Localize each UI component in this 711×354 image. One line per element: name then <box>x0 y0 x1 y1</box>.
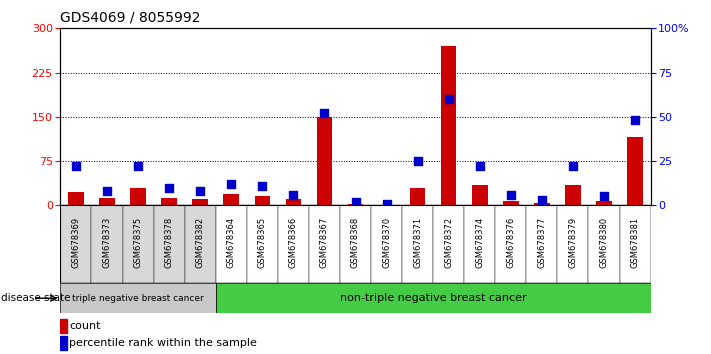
Point <box>381 201 392 206</box>
Bar <box>92 205 122 283</box>
Bar <box>154 205 185 283</box>
Text: GSM678379: GSM678379 <box>568 217 577 268</box>
Text: non-triple negative breast cancer: non-triple negative breast cancer <box>340 293 526 303</box>
Bar <box>526 205 557 283</box>
Bar <box>433 205 464 283</box>
Text: GSM678382: GSM678382 <box>196 217 205 268</box>
Bar <box>255 196 270 205</box>
Bar <box>402 205 433 283</box>
Point <box>629 118 641 123</box>
Text: GSM678381: GSM678381 <box>631 217 639 268</box>
Text: GSM678368: GSM678368 <box>351 217 360 268</box>
Bar <box>557 205 589 283</box>
Text: GDS4069 / 8055992: GDS4069 / 8055992 <box>60 11 201 25</box>
Text: GSM678371: GSM678371 <box>413 217 422 268</box>
Text: GSM678367: GSM678367 <box>320 217 329 268</box>
Bar <box>309 205 340 283</box>
Bar <box>410 188 425 205</box>
Text: GSM678378: GSM678378 <box>165 217 173 268</box>
Point <box>412 158 423 164</box>
Point <box>225 181 237 187</box>
Bar <box>371 205 402 283</box>
Text: GSM678366: GSM678366 <box>289 217 298 268</box>
Point <box>132 164 144 169</box>
Text: GSM678375: GSM678375 <box>134 217 143 268</box>
Text: GSM678370: GSM678370 <box>382 217 391 268</box>
Text: GSM678377: GSM678377 <box>538 217 546 268</box>
Text: GSM678372: GSM678372 <box>444 217 453 268</box>
Bar <box>472 185 488 205</box>
Point <box>70 164 82 169</box>
Bar <box>185 205 215 283</box>
Bar <box>68 192 84 205</box>
Bar <box>60 205 92 283</box>
Point <box>195 188 206 194</box>
Bar <box>215 283 651 313</box>
Bar <box>627 137 643 205</box>
Bar <box>193 199 208 205</box>
Point <box>443 96 454 102</box>
Bar <box>247 205 278 283</box>
Text: GSM678374: GSM678374 <box>475 217 484 268</box>
Bar <box>60 283 215 313</box>
Point <box>536 197 547 203</box>
Point <box>598 194 609 199</box>
Bar <box>60 319 67 333</box>
Bar <box>286 199 301 205</box>
Bar <box>565 185 581 205</box>
Text: disease state: disease state <box>1 293 70 303</box>
Text: percentile rank within the sample: percentile rank within the sample <box>70 338 257 348</box>
Bar <box>619 205 651 283</box>
Point <box>319 110 330 116</box>
Text: GSM678380: GSM678380 <box>599 217 609 268</box>
Bar <box>348 204 363 205</box>
Point <box>350 199 361 205</box>
Bar <box>496 205 526 283</box>
Bar <box>316 117 332 205</box>
Point <box>567 164 579 169</box>
Bar <box>60 336 67 350</box>
Bar <box>215 205 247 283</box>
Text: GSM678365: GSM678365 <box>258 217 267 268</box>
Text: GSM678364: GSM678364 <box>227 217 236 268</box>
Bar <box>278 205 309 283</box>
Point <box>102 188 113 194</box>
Bar <box>589 205 619 283</box>
Point <box>288 192 299 198</box>
Text: count: count <box>70 321 101 331</box>
Text: triple negative breast cancer: triple negative breast cancer <box>73 294 204 303</box>
Bar <box>122 205 154 283</box>
Bar <box>161 198 177 205</box>
Bar <box>130 188 146 205</box>
Bar <box>503 201 518 205</box>
Bar <box>441 46 456 205</box>
Text: GSM678369: GSM678369 <box>72 217 80 268</box>
Point <box>164 185 175 190</box>
Bar <box>100 198 114 205</box>
Point <box>474 164 486 169</box>
Bar <box>464 205 496 283</box>
Point <box>505 192 516 198</box>
Bar <box>597 201 611 205</box>
Point <box>257 183 268 189</box>
Text: GSM678376: GSM678376 <box>506 217 515 268</box>
Bar <box>223 194 239 205</box>
Bar <box>340 205 371 283</box>
Bar <box>534 203 550 205</box>
Text: GSM678373: GSM678373 <box>102 217 112 268</box>
